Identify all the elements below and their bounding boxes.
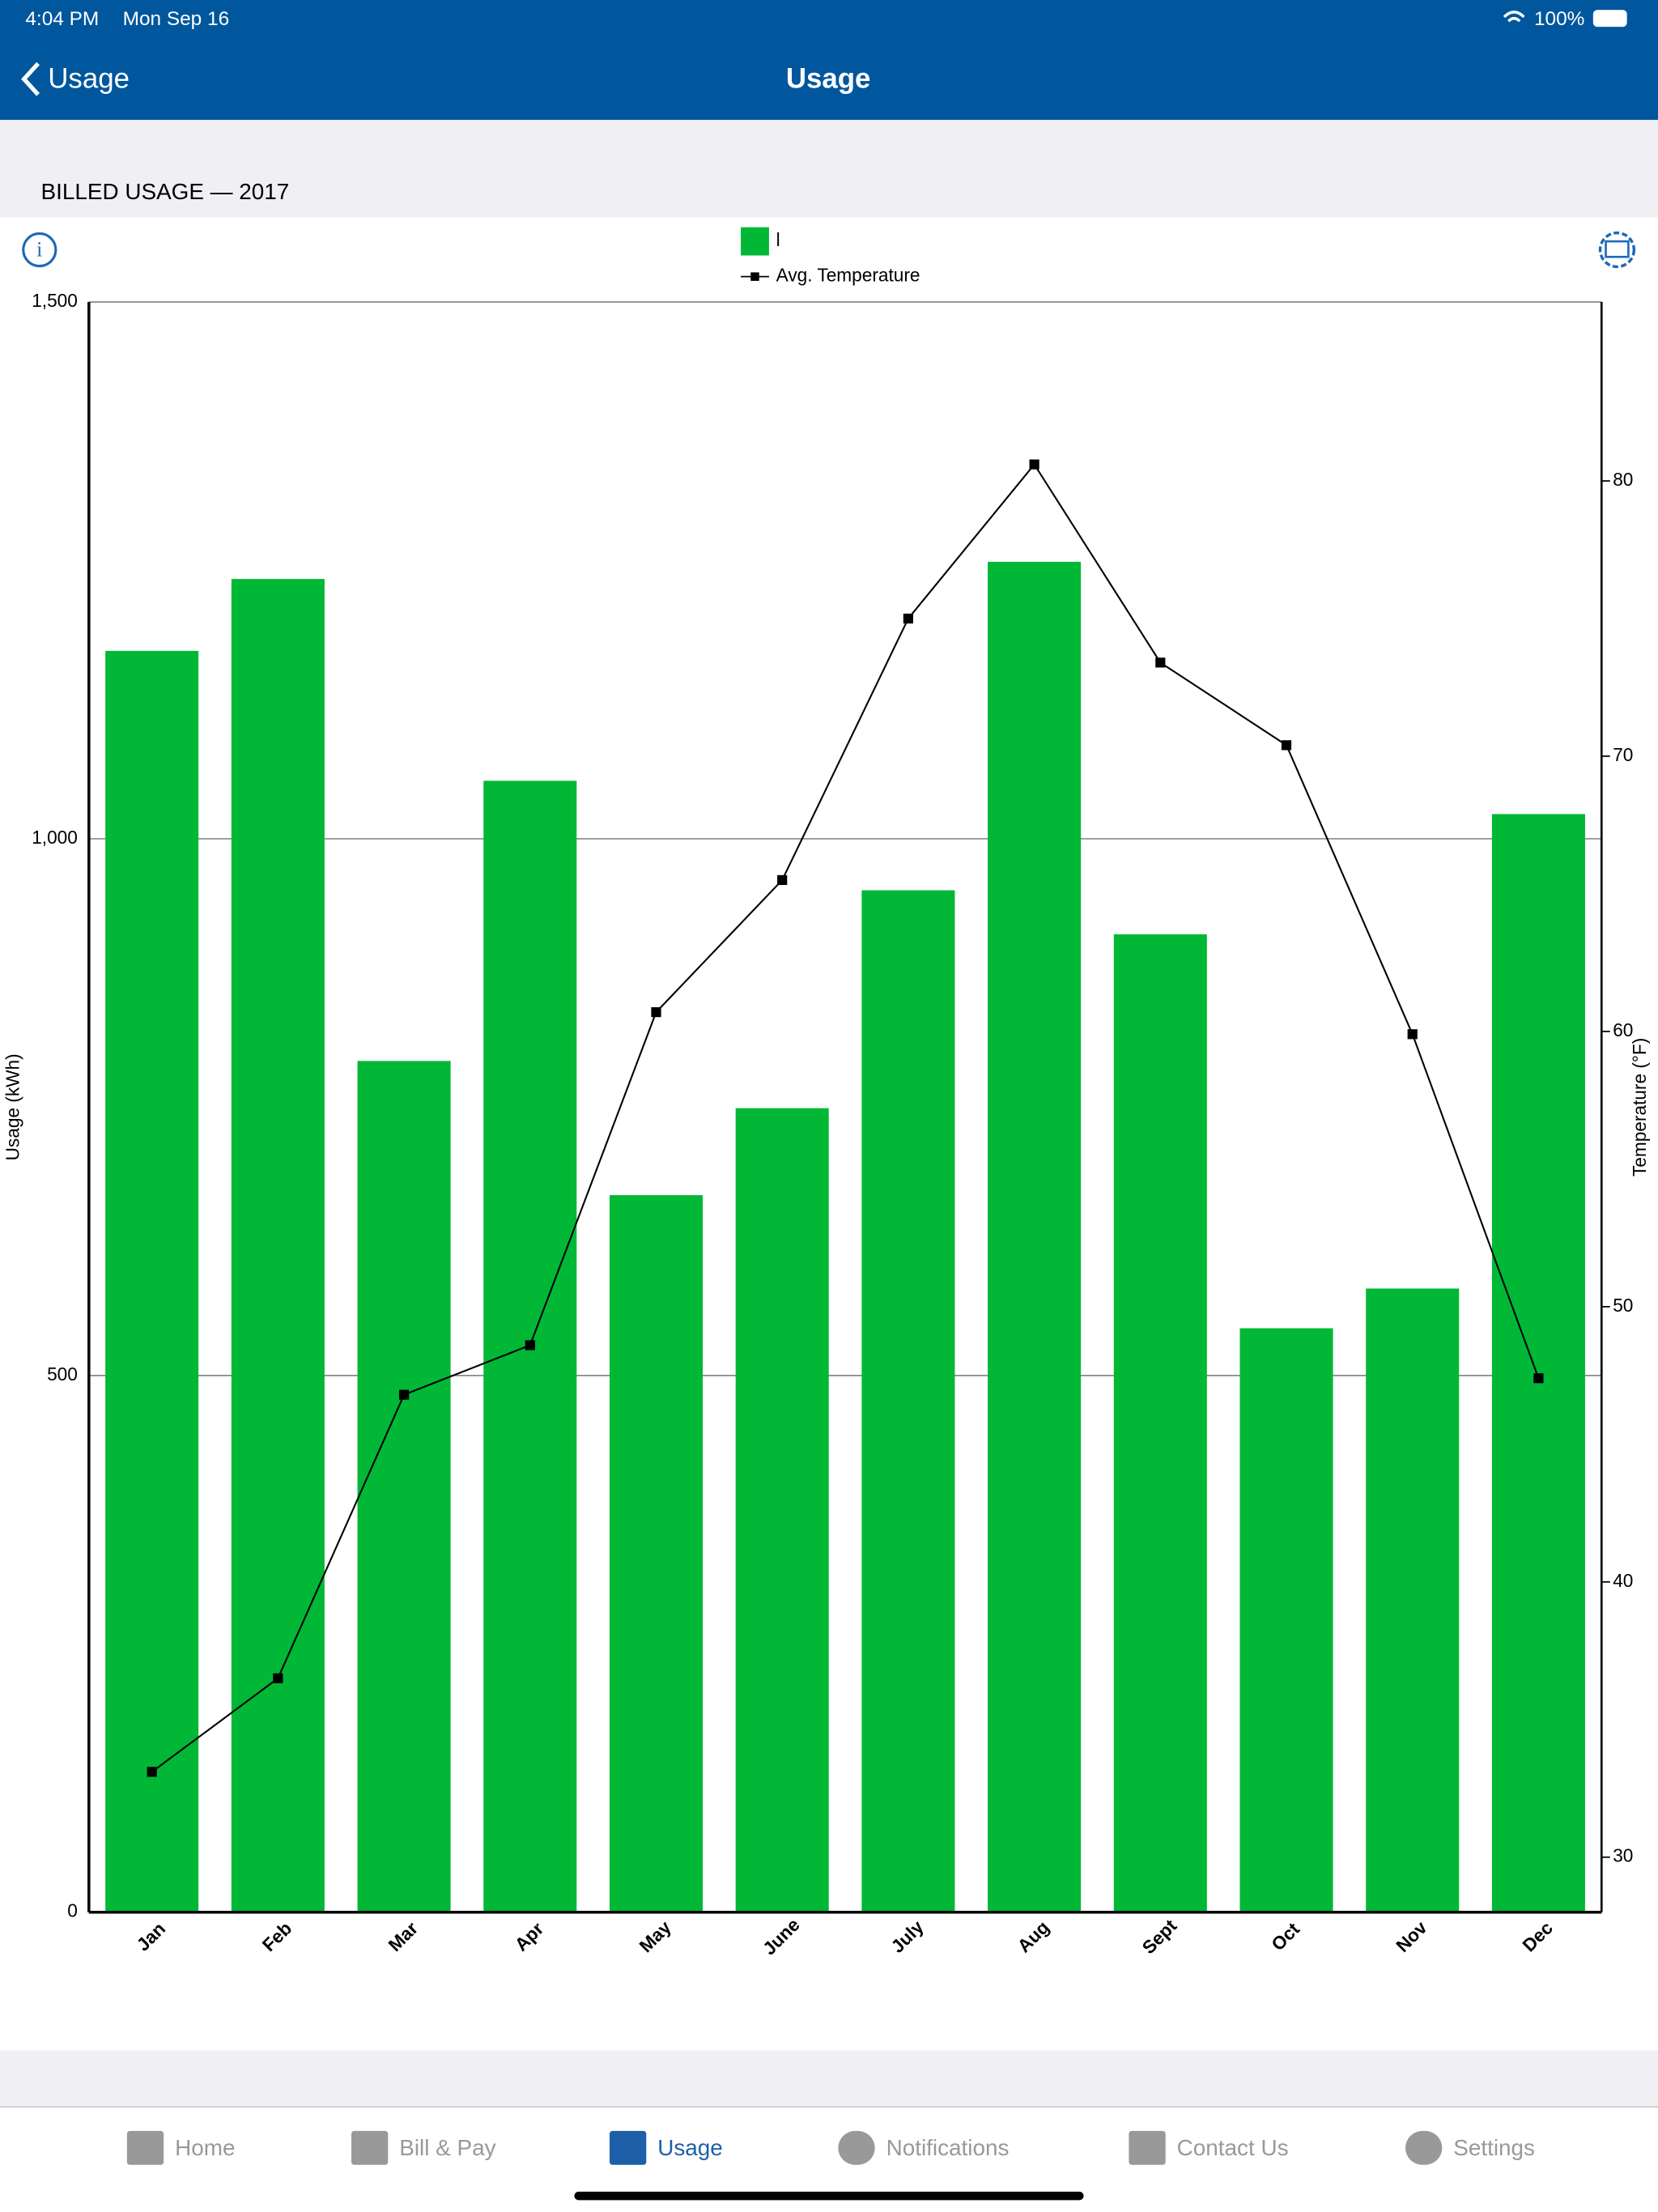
bar	[357, 1061, 451, 1912]
x-tick-label: Apr	[510, 1918, 547, 1955]
bar	[735, 1108, 829, 1912]
x-tick-label: June	[759, 1914, 804, 1959]
battery-icon	[1592, 10, 1627, 28]
y2-axis-label: Temperature (°F)	[1629, 1038, 1650, 1176]
bar	[988, 561, 1082, 1912]
x-tick-label: Aug	[1013, 1916, 1053, 1957]
bar	[609, 1195, 704, 1912]
x-tick-label: Oct	[1267, 1918, 1303, 1955]
legend-swatch	[741, 227, 769, 256]
chart-settings-icon	[1605, 240, 1630, 258]
back-chevron[interactable]	[21, 62, 40, 96]
tab-label[interactable]: Bill & Pay	[399, 2135, 495, 2160]
temperature-marker	[273, 1673, 283, 1683]
x-tick-label: Nov	[1392, 1916, 1431, 1956]
tab-label[interactable]: Home	[175, 2135, 235, 2160]
x-tick-label: May	[635, 1916, 675, 1957]
section-header: BILLED USAGE — 2017	[41, 179, 290, 204]
bar	[1366, 1288, 1460, 1912]
info-icon: i	[36, 237, 42, 261]
bar	[1491, 814, 1585, 1912]
tab-icon[interactable]	[1129, 2130, 1166, 2165]
status-time: 4:04 PM	[25, 8, 99, 30]
status-battery: 100%	[1534, 8, 1584, 30]
y2-tick-label: 80	[1613, 469, 1633, 490]
y-axis-label: Usage (kWh)	[2, 1053, 23, 1160]
y2-tick-label: 70	[1613, 744, 1633, 765]
legend-label: l	[776, 229, 780, 250]
x-tick-label: Sept	[1137, 1915, 1180, 1958]
bar	[861, 890, 955, 1912]
section-bg	[0, 120, 1658, 218]
tab-label[interactable]: Contact Us	[1177, 2135, 1289, 2160]
x-tick-label: Mar	[384, 1917, 422, 1955]
footer-bg	[0, 2050, 1658, 2108]
x-tick-label: Jan	[132, 1918, 169, 1955]
temperature-marker	[1281, 740, 1292, 751]
chart: 0 500 1,000 1,500 30 40 50 60 70 80 Usage (kWh) Tem…	[2, 227, 1650, 1959]
tab-icon[interactable]	[351, 2130, 389, 2165]
temperature-marker	[651, 1007, 661, 1018]
nav-title: Usage	[786, 63, 871, 95]
tab-icon[interactable]	[609, 2130, 647, 2165]
bar	[1239, 1328, 1333, 1912]
back-button[interactable]: Usage	[48, 63, 130, 95]
temperature-marker	[398, 1389, 410, 1400]
y-tick-label: 500	[47, 1363, 78, 1385]
wifi-icon	[1503, 11, 1525, 23]
status-date: Mon Sep 16	[123, 8, 230, 30]
y-tick-label: 0	[67, 1900, 78, 1921]
temperature-marker	[1407, 1029, 1418, 1040]
header-bg	[0, 0, 1658, 121]
x-tick-label: Dec	[1518, 1917, 1557, 1956]
x-tick-label: July	[886, 1916, 928, 1957]
legend-label: Avg. Temperature	[776, 265, 920, 286]
y2-tick-label: 50	[1613, 1295, 1633, 1316]
tab-label[interactable]: Usage	[657, 2135, 723, 2160]
info-button[interactable]	[22, 232, 57, 268]
y2-tick-label: 30	[1613, 1845, 1633, 1866]
temperature-marker	[1155, 657, 1166, 668]
bar	[1113, 934, 1207, 1912]
tab-label[interactable]: Notifications	[886, 2135, 1010, 2160]
tab-bar: Home Bill & Pay Usage Notifications Contact …	[126, 2130, 1535, 2165]
bar	[231, 579, 325, 1912]
x-tick-label: Feb	[258, 1917, 296, 1955]
y2-tick-label: 40	[1613, 1570, 1633, 1591]
temperature-marker	[525, 1340, 535, 1351]
legend-marker	[750, 272, 759, 281]
temperature-line	[151, 462, 1540, 1773]
temperature-marker	[1533, 1373, 1544, 1384]
tab-icon[interactable]	[1405, 2130, 1443, 2165]
temperature-marker	[903, 613, 913, 624]
temperature-marker	[777, 874, 788, 886]
y-tick-label: 1,500	[32, 290, 78, 311]
temperature-marker	[147, 1767, 157, 1777]
bar	[105, 650, 199, 1912]
temperature-marker	[1029, 459, 1039, 470]
tab-label[interactable]: Settings	[1453, 2135, 1535, 2160]
home-indicator	[574, 2191, 1084, 2201]
y2-tick-label: 60	[1613, 1019, 1633, 1040]
tab-icon[interactable]	[126, 2130, 164, 2165]
tab-icon[interactable]	[838, 2130, 875, 2165]
chart-settings-button[interactable]	[1598, 231, 1636, 269]
y-tick-label: 1,000	[32, 827, 78, 848]
